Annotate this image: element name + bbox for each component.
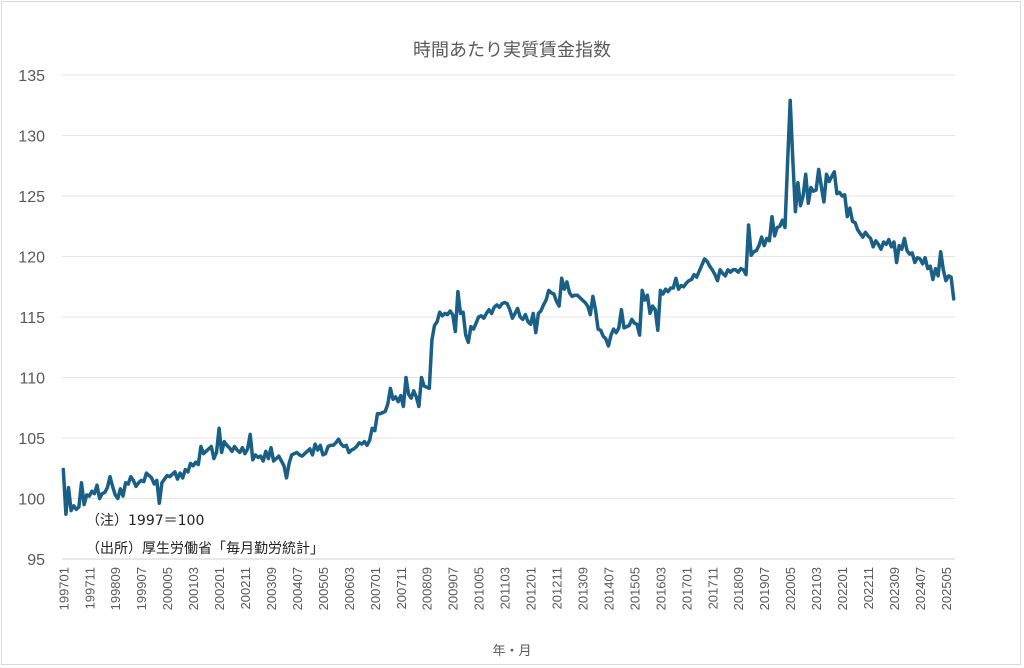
y-tick-label: 100 xyxy=(18,492,45,509)
y-tick-label: 105 xyxy=(18,431,45,448)
x-tick-label: 200211 xyxy=(238,567,253,609)
x-tick-label: 200907 xyxy=(446,567,461,610)
y-tick-label: 125 xyxy=(18,189,45,206)
y-tick-label: 95 xyxy=(27,552,45,569)
x-tick-label: 199809 xyxy=(108,567,123,610)
series-line xyxy=(61,98,956,516)
x-tick-label: 202005 xyxy=(783,567,798,610)
x-tick-label: 201809 xyxy=(731,567,746,610)
chart-title: 時間あたり実質賃金指数 xyxy=(413,40,611,61)
x-tick-label: 202505 xyxy=(939,567,954,610)
x-tick-label: 199711 xyxy=(82,567,97,609)
x-tick-label: 199907 xyxy=(134,567,149,610)
x-tick-label: 200603 xyxy=(342,567,357,610)
x-tick-label: 202201 xyxy=(835,567,850,610)
y-tick-label: 110 xyxy=(19,371,45,388)
x-tick-label: 202309 xyxy=(887,567,902,610)
x-tick-label: 200005 xyxy=(160,567,175,610)
x-tick-label: 201103 xyxy=(498,567,513,609)
x-tick-label: 201201 xyxy=(524,567,539,610)
y-tick-label: 135 xyxy=(18,68,45,85)
y-tick-label: 115 xyxy=(19,310,45,327)
x-tick-label: 201603 xyxy=(653,567,668,610)
x-tick-label: 201005 xyxy=(472,567,487,610)
x-tick-label: 200407 xyxy=(290,567,305,610)
x-tick-label: 199701 xyxy=(56,567,71,610)
x-tick-label: 200309 xyxy=(264,567,279,610)
x-tick-label: 201211 xyxy=(550,567,565,609)
x-tick-label: 202103 xyxy=(809,567,824,610)
x-tick-label: 201309 xyxy=(575,567,590,610)
x-tick-label: 201505 xyxy=(627,567,642,610)
note-base-year: （注）1997＝100 xyxy=(86,513,205,529)
x-tick-label: 202211 xyxy=(861,567,876,609)
x-tick-label: 200201 xyxy=(212,567,227,610)
y-tick-label: 130 xyxy=(18,129,45,146)
x-tick-label: 201907 xyxy=(757,567,772,610)
x-tick-label: 201407 xyxy=(601,567,616,610)
note-source: （出所）厚生労働省「毎月勤労統計」 xyxy=(86,541,324,557)
x-tick-label: 201711 xyxy=(705,567,720,609)
x-tick-label: 200701 xyxy=(368,567,383,610)
y-tick-label: 120 xyxy=(18,250,45,267)
x-tick-label: 200809 xyxy=(420,567,435,610)
x-tick-label: 200505 xyxy=(316,567,331,610)
x-axis-title: 年・月 xyxy=(492,644,532,659)
x-tick-label: 200103 xyxy=(186,567,201,610)
x-tick-label: 201701 xyxy=(679,567,694,610)
x-tick-label: 202407 xyxy=(913,567,928,610)
x-tick-label: 200711 xyxy=(394,567,409,609)
